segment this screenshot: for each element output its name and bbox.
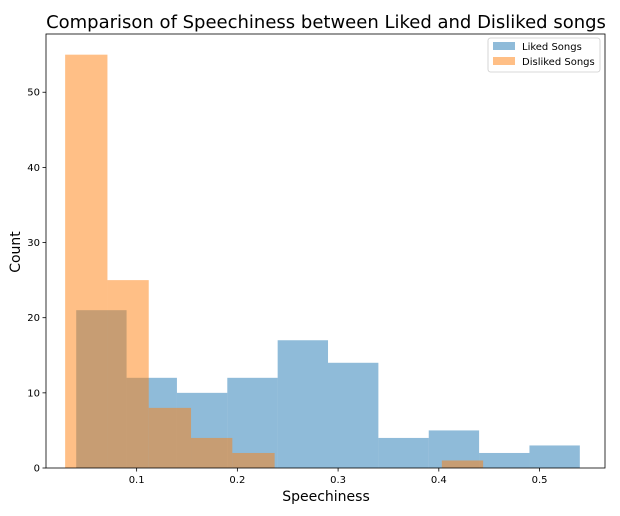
legend-swatch-0: [493, 42, 515, 50]
y-tick-label: 10: [27, 388, 40, 399]
y-tick-label: 40: [27, 163, 40, 174]
y-tick-label: 30: [27, 238, 40, 249]
legend-label-1: Disliked Songs: [522, 57, 595, 68]
axes-frame: [45, 33, 606, 469]
histogram-bar-series-0-bin-4: [277, 340, 329, 468]
y-tick-label: 20: [27, 313, 40, 324]
histogram-bar-series-1-bin-3: [191, 437, 233, 468]
legend-frame: [487, 37, 601, 73]
legend: Liked Songs Disliked Songs: [487, 37, 601, 73]
legend-label-0: Liked Songs: [522, 42, 582, 53]
x-tick-label: 0.4: [431, 475, 447, 486]
x-tick-label: 0.1: [129, 475, 145, 486]
histogram-bar-series-0-bin-9: [529, 445, 580, 468]
histogram-bar-series-0-bin-6: [378, 437, 429, 468]
x-tick-label: 0.2: [229, 475, 245, 486]
histogram-bar-series-0-bin-8: [479, 452, 530, 468]
bars-layer: [65, 54, 580, 469]
histogram-bar-series-1-bin-4: [232, 452, 275, 468]
chart-title: Comparison of Speechiness between Liked …: [46, 12, 606, 33]
histogram-bar-series-1-bin-2: [148, 407, 192, 468]
histogram-bar-series-1-bin-9: [441, 460, 484, 468]
x-axis-label: Speechiness: [282, 489, 370, 505]
x-tick-label: 0.5: [532, 475, 548, 486]
x-axis-ticks: 0.1 0.2 0.3 0.4 0.5: [129, 468, 548, 486]
y-tick-label: 0: [34, 464, 40, 475]
histogram-bar-series-0-bin-5: [328, 362, 379, 468]
x-tick-label: 0.3: [330, 475, 346, 486]
y-tick-label: 50: [27, 88, 40, 99]
histogram-bar-series-1-bin-0: [65, 54, 108, 469]
y-axis-label: Count: [8, 231, 24, 273]
y-axis-ticks: 0 10 20 30 40 50: [27, 88, 46, 475]
histogram-bar-series-1-bin-1: [107, 280, 149, 468]
legend-swatch-1: [493, 57, 515, 65]
